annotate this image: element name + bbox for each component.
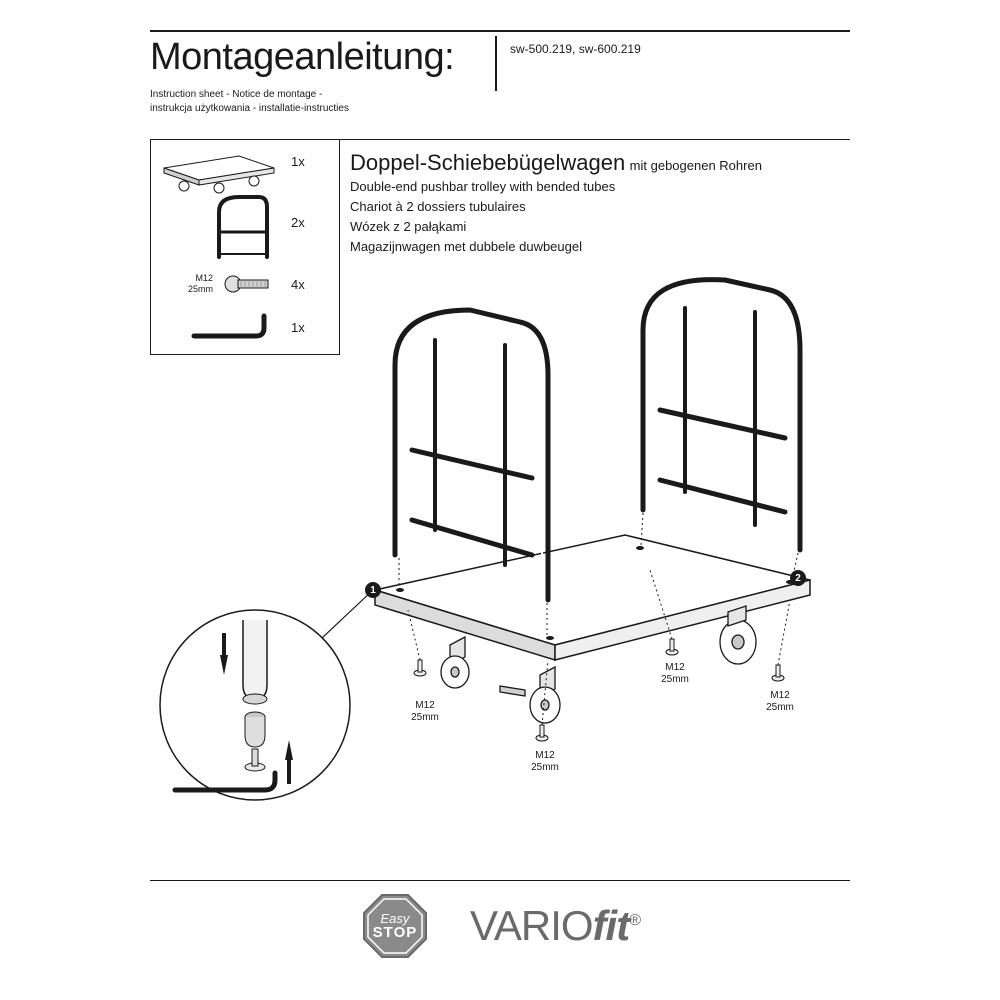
doc-title: Montageanleitung: — [150, 36, 454, 79]
detail-inset — [160, 590, 373, 800]
header: Montageanleitung: Instruction sheet - No… — [150, 30, 850, 140]
right-pushbar-drawing — [643, 280, 800, 550]
part-numbers: sw-500.219, sw-600.219 — [510, 42, 641, 56]
assembly-diagram: 1 2 M1225mm M1225mm M1225mm M1225mm — [150, 150, 850, 770]
bolt-label: M1225mm — [655, 662, 695, 686]
footer: Easy STOP VARIOfit® — [150, 880, 850, 970]
bolt-label: M1225mm — [525, 750, 565, 774]
easystop-logo: Easy STOP — [360, 891, 430, 961]
step-badge-1: 1 — [365, 582, 381, 598]
bolt-label: M1225mm — [760, 690, 800, 714]
variofit-logo: VARIOfit® — [470, 902, 640, 950]
step-badge-2: 2 — [790, 570, 806, 586]
doc-subtitle: Instruction sheet - Notice de montage - … — [150, 88, 480, 116]
bolt-label: M1225mm — [405, 700, 445, 724]
